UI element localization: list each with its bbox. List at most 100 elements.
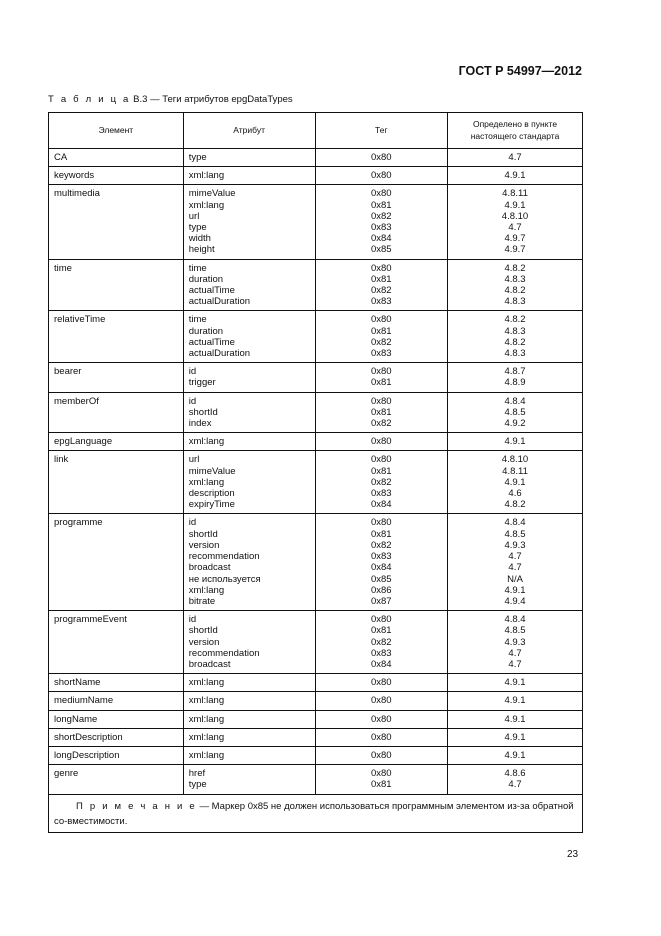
- reference-value: 4.8.2: [504, 336, 526, 348]
- reference-cell: 4.9.1: [447, 432, 583, 452]
- attribute-value: xml:lang: [188, 731, 225, 743]
- attribute-value: type: [188, 222, 207, 234]
- tag-value: 0x83: [370, 551, 392, 563]
- reference-value: 4.9.3: [504, 636, 526, 648]
- reference-value: 4.8.3: [504, 348, 526, 360]
- element-cell: time: [48, 258, 184, 312]
- tag-cell: 0x80: [314, 691, 449, 711]
- tag-value: 0x82: [370, 476, 392, 488]
- attribute-cell: xml:lang: [182, 432, 316, 452]
- attribute-value: url: [188, 454, 200, 466]
- reference-value: 4.8.3: [504, 296, 526, 308]
- reference-value: 4.9.1: [504, 677, 526, 689]
- reference-cell: 4.8.4 4.8.5 4.9.2: [447, 391, 583, 434]
- table-header-row: Элемент Атрибут Тег Определено в пункте …: [48, 112, 583, 149]
- attribute-cell: id shortId index: [182, 391, 316, 434]
- reference-value: 4.7: [508, 562, 522, 574]
- tag-value: 0x83: [370, 647, 392, 659]
- attribute-value: xml:lang: [188, 170, 225, 182]
- attribute-cell: time duration actualTime actualDuration: [182, 258, 316, 312]
- attribute-value: recommendation: [188, 551, 260, 563]
- reference-value: 4.8.5: [504, 625, 526, 637]
- element-cell: longName: [48, 709, 184, 729]
- tag-value: 0x80: [370, 152, 392, 163]
- element-cell: mediumName: [48, 691, 184, 711]
- note-text: — Маркер 0x85 не должен использоваться п…: [54, 800, 574, 827]
- tag-value: 0x81: [370, 465, 392, 477]
- tag-value: 0x82: [370, 418, 392, 430]
- element-cell: bearer: [48, 362, 184, 393]
- reference-cell: 4.8.10 4.8.11 4.9.1 4.6 4.8.2: [447, 450, 583, 515]
- tag-value: 0x80: [370, 713, 392, 725]
- tag-cell: 0x80 0x81: [314, 362, 449, 393]
- attribute-value: broadcast: [188, 658, 231, 670]
- attribute-cell: xml:lang: [182, 166, 316, 186]
- attribute-value: actualDuration: [188, 348, 251, 360]
- tag-value: 0x82: [370, 539, 392, 551]
- tag-value: 0x80: [370, 731, 392, 743]
- tag-value: 0x86: [370, 584, 392, 596]
- note-row: П р и м е ч а н и е — Маркер 0x85 не дол…: [48, 793, 583, 833]
- element-cell: epgLanguage: [48, 432, 184, 452]
- caption-label: Т а б л и ц а: [48, 94, 131, 105]
- tag-cell: 0x80: [314, 727, 449, 747]
- reference-value: 4.8.2: [504, 262, 526, 274]
- reference-value: 4.7: [508, 779, 522, 791]
- reference-value: 4.8.6: [504, 768, 526, 780]
- attribute-value: version: [188, 636, 220, 648]
- tag-value: 0x80: [370, 614, 392, 626]
- attribute-value: trigger: [188, 377, 216, 389]
- attribute-value: bitrate: [188, 595, 216, 607]
- reference-value: 4.9.1: [504, 695, 526, 707]
- tag-cell: 0x80: [314, 673, 449, 693]
- table-row: memberOf id shortId index 0x80 0x81 0x82 4.8.4 4…: [48, 391, 583, 434]
- attribute-value: height: [188, 244, 215, 256]
- tag-value: 0x82: [370, 636, 392, 648]
- reference-cell: 4.8.4 4.8.5 4.9.3 4.7 4.7 N/A 4.9.1 4.9.4: [447, 513, 583, 612]
- reference-cell: 4.8.2 4.8.3 4.8.2 4.8.3: [447, 258, 583, 312]
- attribute-cell: id shortId version recommendation broadcast н…: [182, 513, 316, 612]
- table-row: programme id shortId version recommendation b…: [48, 513, 583, 612]
- reference-value: 4.8.10: [501, 210, 529, 222]
- tag-cell: 0x80: [314, 745, 449, 766]
- tag-cell: 0x80: [314, 147, 449, 168]
- attribute-value: time: [188, 262, 207, 274]
- attribute-cell: time duration actualTime actualDuration: [182, 310, 316, 364]
- tag-value: 0x81: [370, 406, 392, 418]
- element-cell: relativeTime: [48, 310, 184, 364]
- caption-text: В.3 — Теги атрибутов epgDataTypes: [130, 94, 293, 105]
- reference-value: 4.7: [508, 658, 522, 670]
- column-header-reference: Определено в пункте настоящего стандарта: [447, 112, 583, 149]
- column-header-tag: Тег: [314, 112, 449, 149]
- tag-value: 0x82: [370, 285, 392, 297]
- tag-value: 0x81: [370, 625, 392, 637]
- attribute-value: shortId: [188, 406, 218, 418]
- attribute-cell: url mimeValue xml:lang description expiryTim…: [182, 450, 316, 515]
- table-row: bearer id trigger 0x80 0x81 4.8.7 4.8.9: [48, 362, 583, 393]
- tag-cell: 0x80 0x81 0x82 0x83 0x84: [314, 450, 449, 515]
- table-row: mediumName xml:lang 0x80 4.9.1: [48, 691, 583, 711]
- attribute-value: xml:lang: [188, 695, 225, 707]
- attribute-cell: id shortId version recommendation broadcast: [182, 610, 316, 675]
- reference-value: 4.8.5: [504, 528, 526, 540]
- attribute-value: duration: [188, 325, 224, 337]
- reference-value: 4.9.1: [504, 170, 526, 182]
- attribute-value: index: [188, 418, 212, 430]
- tag-cell: 0x80 0x81 0x82: [314, 391, 449, 434]
- reference-value: 4.7: [508, 222, 522, 234]
- reference-value: 4.8.2: [504, 499, 526, 511]
- element-cell: shortName: [48, 673, 184, 693]
- reference-value: 4.9.7: [504, 244, 526, 256]
- attribute-value: id: [188, 614, 197, 626]
- reference-cell: 4.9.1: [447, 691, 583, 711]
- reference-cell: 4.8.4 4.8.5 4.9.3 4.7 4.7: [447, 610, 583, 675]
- attribute-value: xml:lang: [188, 436, 225, 448]
- reference-value: 4.8.2: [504, 285, 526, 297]
- reference-value: 4.9.4: [504, 595, 526, 607]
- reference-cell: 4.7: [447, 147, 583, 168]
- tag-value: 0x81: [370, 779, 392, 791]
- reference-value: 4.9.7: [504, 233, 526, 245]
- element-cell: genre: [48, 764, 184, 795]
- attribute-value: actualDuration: [188, 296, 251, 308]
- table-row: longName xml:lang 0x80 4.9.1: [48, 709, 583, 729]
